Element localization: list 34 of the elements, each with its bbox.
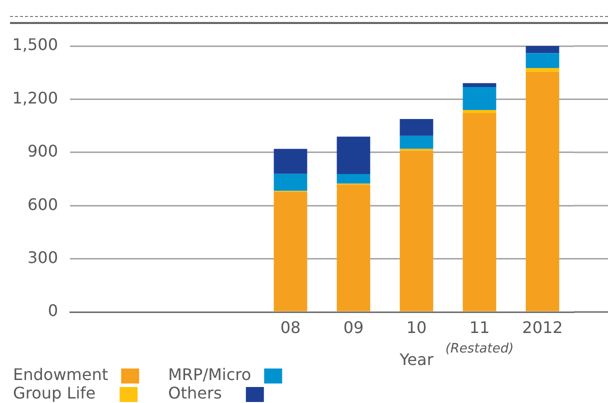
bar	[526, 53, 560, 68]
bar	[462, 113, 496, 312]
x-tick-label: 09	[343, 318, 364, 337]
bar	[274, 148, 308, 174]
bar	[336, 184, 370, 312]
x-tick-label: 08	[280, 318, 301, 337]
bar	[462, 83, 496, 87]
legend-label: Endowment	[13, 365, 108, 384]
legend-label: Group Life	[13, 384, 96, 403]
legend-label: MRP/Micro	[168, 365, 252, 384]
bar	[400, 119, 434, 136]
x-tick-label: 11	[469, 318, 490, 337]
y-tick-label: 0	[48, 301, 58, 320]
bar	[526, 68, 560, 72]
y-tick-label: 900	[27, 142, 58, 161]
x-axis-title: Year	[398, 350, 434, 370]
bar	[336, 174, 370, 184]
bar	[526, 46, 560, 54]
x-tick-label: 2012	[522, 318, 563, 337]
bar	[274, 192, 308, 312]
bar	[462, 86, 496, 110]
text: (Restated)	[445, 341, 514, 356]
bar	[462, 110, 496, 114]
bar	[274, 174, 308, 191]
bar	[526, 72, 560, 312]
legend-label: Others	[168, 384, 222, 403]
bar	[400, 136, 434, 149]
bar	[336, 136, 370, 174]
y-tick-label: 600	[27, 194, 58, 214]
y-tick-label: 300	[27, 248, 58, 267]
bar	[400, 150, 434, 312]
y-tick-label: 1,500	[12, 35, 58, 54]
x-tick-label: 10	[406, 318, 427, 337]
y-tick-label: 1,200	[12, 88, 58, 108]
